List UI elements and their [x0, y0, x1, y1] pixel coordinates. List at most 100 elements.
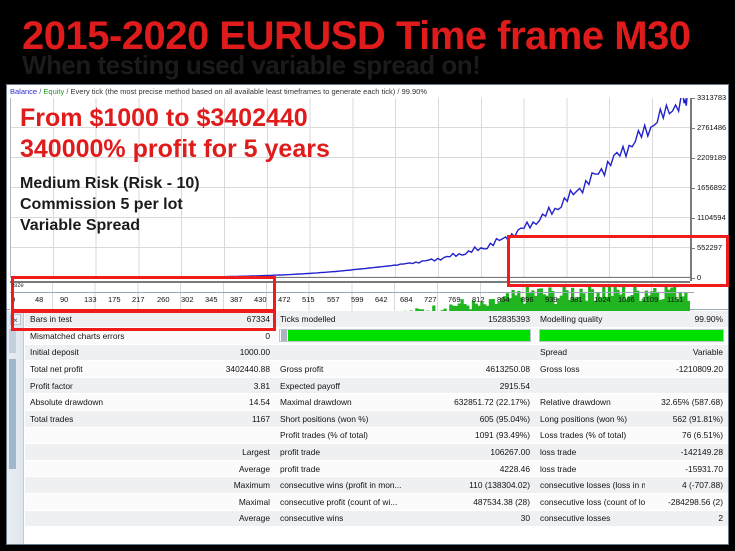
cell-label: Profit trades (% of total) [275, 427, 440, 445]
size-bar [675, 298, 680, 318]
cell-label [25, 493, 200, 511]
cell-label: consecutive wins (profit in mon... [275, 476, 440, 495]
cell-value: -15931.70 [645, 460, 728, 478]
progress-fill [288, 330, 530, 342]
size-bar [658, 299, 663, 318]
table-row: Initial deposit 1000.00 Spread Variable [25, 344, 728, 362]
scroll-track[interactable] [9, 329, 16, 353]
cell-value: -1210809.20 [645, 360, 728, 378]
size-bar [562, 284, 566, 318]
x-axis-tick: 133 [84, 295, 97, 304]
equity-plot-area: From $1000 to $3402440 340000% profit fo… [10, 98, 691, 278]
cell-label: Initial deposit [25, 344, 200, 362]
cell-value: 562 (91.81%) [645, 410, 728, 428]
cell-value: 14.54 [200, 393, 275, 412]
close-icon[interactable]: × [10, 314, 21, 325]
size-bar [647, 295, 651, 318]
cell-value: -284298.56 (2) [645, 493, 728, 511]
size-bar [522, 303, 527, 318]
x-axis-tick: 642 [375, 295, 388, 304]
x-axis-tick: 345 [205, 295, 218, 304]
x-axis-tick: 981 [570, 295, 583, 304]
cell-value: Largest [200, 443, 275, 461]
size-bar [528, 293, 532, 318]
size-bar [576, 297, 580, 318]
size-bar [545, 295, 549, 318]
size-bar [622, 285, 626, 318]
table-row: Maximal consecutive profit (count of wi..… [25, 493, 728, 511]
size-bar [511, 290, 515, 318]
x-axis-tick: 430 [254, 295, 267, 304]
size-bar [551, 290, 555, 318]
size-bar [559, 295, 563, 318]
size-bar [571, 287, 575, 318]
cell-label: Spread [535, 344, 645, 362]
cell-label: Total net profit [25, 360, 200, 378]
cell-value: 110 (138304.02) [440, 476, 535, 495]
cell-value [200, 427, 275, 445]
overlay-commission: Commission 5 per lot [20, 196, 183, 213]
size-bar [619, 294, 623, 318]
cell-value: 3402440.88 [200, 360, 275, 378]
results-gutter: × [7, 311, 24, 544]
size-bar [610, 295, 614, 318]
cell-value: 99.90% [645, 311, 728, 329]
size-bar [590, 289, 595, 318]
size-bar [480, 301, 484, 318]
size-bar [670, 287, 674, 318]
cell-label: Modelling quality [535, 311, 645, 329]
x-axis-tick: 472 [278, 295, 291, 304]
table-row: Total net profit 3402440.88 Gross profit 46… [25, 360, 728, 378]
y-axis-tick: 552297 [690, 243, 723, 252]
cell-label: Loss trades (% of total) [535, 427, 645, 445]
cell-label: loss trade [535, 443, 645, 461]
x-axis-tick: 939 [545, 295, 558, 304]
results-table: Bars in test 67334 Ticks modelled 152835393… [25, 311, 728, 528]
x-axis-tick: 217 [132, 295, 145, 304]
cell-value: Variable [645, 344, 728, 362]
x-axis-tick: 896 [521, 295, 534, 304]
cell-value: 4228.46 [440, 460, 535, 478]
promo-banner: 2015-2020 EURUSD Time frame M30 When tes… [0, 0, 735, 88]
cell-label: consecutive losses [535, 510, 645, 528]
size-bar [616, 289, 620, 318]
y-axis-tick: 1656892 [690, 183, 727, 192]
cell-label [275, 344, 440, 362]
size-bar [503, 296, 507, 318]
cell-label [25, 476, 200, 495]
y-axis-tick: 3313783 [690, 93, 727, 102]
bottom-strip [0, 546, 735, 551]
size-bar [678, 291, 682, 318]
size-bar [633, 284, 637, 318]
equity-chart-panel: Balance / Equity / Every tick (the most … [7, 85, 728, 318]
cell-value: 152835393 [440, 311, 535, 329]
cell-label: Long positions (won %) [535, 410, 645, 428]
x-axis-tick: 599 [351, 295, 364, 304]
cell-label: Relative drawdown [535, 393, 645, 412]
y-axis-tick: 2761486 [690, 123, 727, 132]
cell-value: 106267.00 [440, 443, 535, 461]
table-row: Largest profit trade 106267.00 loss trade -1… [25, 443, 728, 461]
table-row: Average consecutive wins 30 consecutive los… [25, 510, 728, 528]
size-bar [585, 300, 589, 318]
size-bar [457, 303, 461, 318]
size-bar [497, 302, 501, 318]
size-bar [539, 288, 544, 318]
size-bar [491, 299, 495, 318]
size-bar [687, 300, 690, 318]
size-bar [517, 291, 521, 318]
scroll-thumb[interactable] [9, 359, 16, 469]
x-axis-tick: 48 [35, 295, 44, 304]
size-bar [624, 299, 629, 318]
cell-label [535, 377, 645, 395]
x-axis: 0 48 90 133 175 217 260 302 345 387 430 472 515 557 59… [10, 292, 694, 306]
size-bar [460, 299, 464, 318]
cell-label: Gross profit [275, 360, 440, 378]
x-axis-tick: 684 [400, 295, 413, 304]
banner-title: 2015-2020 EURUSD Time frame M30 [22, 14, 691, 58]
size-bar [474, 303, 478, 318]
cell-label: Bars in test [25, 311, 200, 329]
cell-label: Ticks modelled [275, 311, 440, 329]
size-bar [613, 284, 617, 318]
cell-value: 2915.54 [440, 377, 535, 395]
